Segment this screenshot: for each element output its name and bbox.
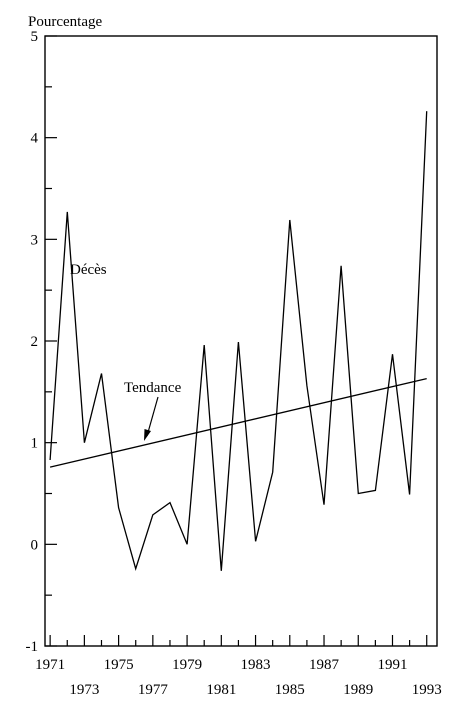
- x-tick-label: 1985: [275, 682, 305, 698]
- x-tick-label: 1983: [241, 657, 271, 673]
- series-layer: [49, 111, 428, 571]
- x-tick-label: 1981: [206, 682, 236, 698]
- x-ticks: 1971 1975 1979 1983 1987 1991 1973 1977 1981 1985…: [35, 635, 442, 698]
- y-tick-label: 5: [31, 29, 39, 45]
- x-tick-label: 1973: [69, 682, 99, 698]
- x-tick-label: 1979: [172, 657, 202, 673]
- y-tick-label: 1: [31, 436, 39, 452]
- annotations: Décès Tendance: [70, 262, 182, 441]
- x-tick-label: 1977: [138, 682, 169, 698]
- x-tick-label: 1975: [104, 657, 134, 673]
- x-tick-label: 1971: [35, 657, 65, 673]
- y-ticks: -1 0 1 2 3 4 5: [26, 29, 57, 655]
- y-tick-label: 0: [31, 537, 39, 553]
- y-axis-label: Pourcentage: [28, 14, 102, 30]
- annotation-arrowhead: [144, 429, 151, 441]
- series-line-tendance: [49, 377, 427, 468]
- y-tick-label: 2: [31, 334, 39, 350]
- x-tick-label: 1993: [412, 682, 442, 698]
- axes: [44, 35, 438, 647]
- y-tick-label: 3: [31, 232, 39, 248]
- annotation-arrow: [146, 396, 159, 437]
- plot-frame: [44, 35, 438, 647]
- y-tick-label: -1: [26, 639, 39, 655]
- x-tick-label: 1991: [377, 657, 407, 673]
- x-tick-label: 1987: [309, 657, 340, 673]
- y-tick-label: 4: [31, 131, 39, 147]
- annotation-deces: Décès: [70, 262, 107, 278]
- annotation-tendance: Tendance: [124, 380, 182, 396]
- series-line-deces: [49, 111, 428, 571]
- x-tick-label: 1989: [343, 682, 373, 698]
